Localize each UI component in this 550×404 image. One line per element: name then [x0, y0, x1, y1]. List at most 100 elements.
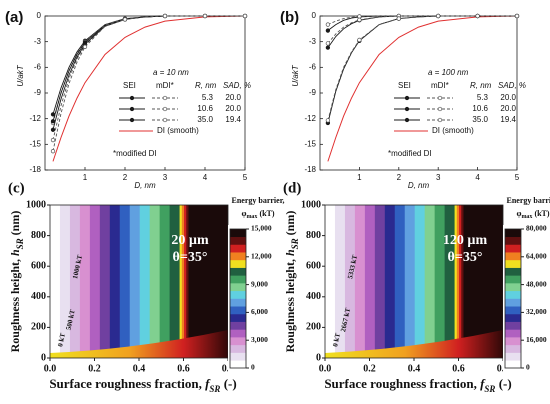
- series-marker: [242, 13, 248, 19]
- note: *modified DI: [113, 149, 157, 158]
- legend-header: SAD, %: [223, 81, 251, 90]
- x-axis-label: D, nm: [134, 181, 156, 190]
- panel-label: (d): [283, 180, 301, 196]
- y-tick-label: -9: [309, 88, 317, 97]
- heatmap-band: [139, 205, 151, 358]
- colorbar-cell: [505, 337, 521, 346]
- heatmap-low-region: [325, 330, 503, 358]
- colorbar-tick-label: 3,000: [251, 335, 268, 344]
- colorbar-tick-label: 16,000: [526, 335, 547, 344]
- x-tick-label: 0.0: [319, 363, 332, 374]
- x-tick-label: 2: [123, 173, 128, 182]
- legend-r: 10.6: [472, 104, 488, 113]
- x-tick-label: 0.2: [363, 363, 376, 374]
- legend-header: R, nm: [470, 81, 492, 90]
- y-axis-label-part: SR: [15, 238, 25, 249]
- size-label: 20 µm: [171, 233, 209, 248]
- series-line: [327, 15, 517, 121]
- angle-label: θ=35°: [448, 250, 483, 265]
- heatmap-low-region: [50, 330, 228, 358]
- legend-label: DI (smooth): [432, 126, 474, 135]
- colorbar-cell: [505, 244, 521, 253]
- x-tick-label: 0.2: [88, 363, 101, 374]
- y-tick-label: 0: [312, 11, 317, 20]
- y-tick-label: -6: [309, 62, 317, 71]
- series-marker: [357, 37, 362, 43]
- x-axis-label: Surface roughness fraction, fSR (-): [49, 376, 236, 394]
- y-axis-label-part: SR: [290, 238, 300, 249]
- legend-r: 5.3: [477, 93, 489, 102]
- series-marker: [514, 13, 520, 19]
- colorbar-tick-label: 32,000: [526, 307, 547, 316]
- colorbar-title-part: φ: [516, 209, 521, 218]
- x-axis-label-part: SR: [209, 384, 220, 394]
- colorbar-cell: [505, 290, 521, 299]
- heatmap-band: [50, 205, 61, 358]
- heatmap-band: [344, 205, 356, 358]
- heatmap-band: [394, 205, 406, 358]
- colorbar-cell: [505, 298, 521, 307]
- y-axis-label: Roughness height, hSR (nm): [283, 211, 300, 353]
- heatmap-band: [69, 205, 81, 358]
- y-tick-label: -6: [34, 62, 42, 71]
- legend-r: 35.0: [472, 115, 488, 124]
- colorbar-title-part: max: [521, 214, 532, 220]
- heatmap-band: [404, 205, 416, 358]
- heatmap-band: [354, 205, 366, 358]
- series-marker: [436, 13, 441, 19]
- series-line: [327, 15, 517, 44]
- y-tick-label: 0: [316, 352, 321, 363]
- x-axis-label-part: (-): [220, 376, 236, 391]
- heatmap-band: [454, 205, 458, 358]
- colorbar-cell: [230, 306, 246, 315]
- reference-line: [327, 15, 518, 162]
- contour-label: 0 kT: [331, 332, 342, 347]
- legend-marker: [437, 95, 443, 101]
- x-tick-label: 5: [515, 173, 520, 182]
- y-axis-label-part: Roughness height,: [8, 256, 22, 352]
- legend-r: 35.0: [197, 115, 213, 124]
- colorbar-cell: [230, 298, 246, 307]
- y-tick-label: -18: [304, 165, 316, 174]
- series-marker: [122, 17, 128, 22]
- colorbar-tick-label: 0: [526, 363, 530, 372]
- x-axis-label-part: SR: [484, 384, 495, 394]
- series-marker: [82, 44, 88, 49]
- series-line: [327, 15, 517, 31]
- heatmap-band: [169, 205, 181, 358]
- series-line: [52, 15, 245, 115]
- x-axis-label-part: f: [480, 376, 486, 391]
- colorbar-title: φmax (kT): [241, 209, 274, 221]
- colorbar-cell: [230, 313, 246, 322]
- heatmap-band: [444, 205, 456, 358]
- colorbar-cell: [230, 352, 246, 361]
- colorbar-tick-label: 80,000: [526, 224, 547, 233]
- legend-sad: 20.0: [500, 104, 516, 113]
- legend-marker: [162, 117, 168, 123]
- y-tick-label: -3: [34, 37, 42, 46]
- series-marker: [325, 118, 331, 123]
- series-line: [52, 15, 245, 124]
- colorbar-title: Energy barrier,: [231, 196, 284, 205]
- y-tick-label: 0: [37, 11, 42, 20]
- colorbar-cell: [230, 229, 246, 238]
- colorbar-tick-label: 9,000: [251, 279, 268, 288]
- panel-label: (a): [5, 9, 23, 26]
- panel-label: (b): [280, 9, 299, 26]
- x-axis-label-part: Surface roughness fraction,: [49, 376, 205, 391]
- series-marker: [325, 41, 331, 46]
- colorbar-cell: [505, 229, 521, 238]
- legend-header: mDI*: [156, 81, 174, 90]
- series-marker: [50, 137, 56, 143]
- heatmap-band: [186, 205, 189, 358]
- legend-sad: 19.4: [225, 115, 241, 124]
- legend-sad: 19.4: [500, 115, 516, 124]
- colorbar-cell: [505, 352, 521, 361]
- heatmap-band: [384, 205, 396, 358]
- colorbar-cell: [230, 290, 246, 299]
- heatmap-band: [149, 205, 161, 358]
- size-label: 120 µm: [443, 233, 488, 248]
- heatmap-band: [424, 205, 436, 358]
- colorbar-tick-label: 64,000: [526, 252, 547, 261]
- x-tick-label: 0.6: [177, 363, 190, 374]
